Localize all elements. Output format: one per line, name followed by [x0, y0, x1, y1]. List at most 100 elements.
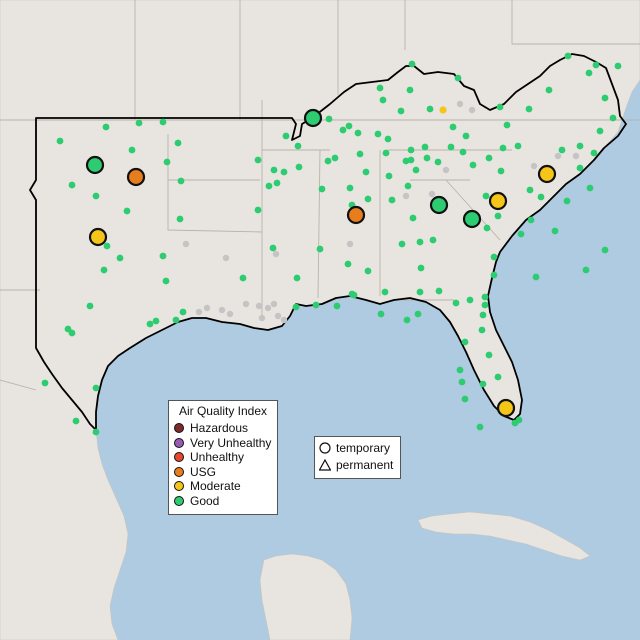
good-monitor-dot[interactable]	[269, 244, 277, 252]
good-monitor-dot[interactable]	[601, 246, 609, 254]
good-monitor-dot[interactable]	[128, 146, 136, 154]
good-monitor-dot[interactable]	[527, 216, 535, 224]
good-monitor-dot[interactable]	[325, 115, 333, 123]
good-monitor-dot[interactable]	[496, 103, 504, 111]
good-monitor-dot[interactable]	[152, 317, 160, 325]
good-monitor-dot[interactable]	[116, 254, 124, 262]
good-monitor-dot[interactable]	[388, 196, 396, 204]
good-monitor-dot[interactable]	[102, 123, 110, 131]
good-monitor-dot[interactable]	[479, 380, 487, 388]
good-monitor-dot[interactable]	[397, 107, 405, 115]
good-monitor-dot[interactable]	[282, 132, 290, 140]
good-monitor-dot[interactable]	[103, 242, 111, 250]
good-monitor-dot[interactable]	[503, 121, 511, 129]
good-monitor-dot[interactable]	[409, 214, 417, 222]
good-monitor-dot[interactable]	[417, 264, 425, 272]
good-monitor-dot[interactable]	[344, 260, 352, 268]
good-monitor-dot[interactable]	[449, 123, 457, 131]
good-monitor-dot[interactable]	[481, 293, 489, 301]
large-monitor-good[interactable]	[462, 209, 482, 229]
good-monitor-dot[interactable]	[459, 148, 467, 156]
good-monitor-dot[interactable]	[86, 302, 94, 310]
good-monitor-dot[interactable]	[514, 142, 522, 150]
good-monitor-dot[interactable]	[376, 84, 384, 92]
good-monitor-dot[interactable]	[159, 118, 167, 126]
good-monitor-dot[interactable]	[447, 143, 455, 151]
good-monitor-dot[interactable]	[517, 230, 525, 238]
good-monitor-dot[interactable]	[476, 423, 484, 431]
good-monitor-dot[interactable]	[537, 193, 545, 201]
good-monitor-dot[interactable]	[273, 179, 281, 187]
good-monitor-dot[interactable]	[292, 303, 300, 311]
good-monitor-dot[interactable]	[423, 154, 431, 162]
good-monitor-dot[interactable]	[414, 310, 422, 318]
good-monitor-dot[interactable]	[123, 207, 131, 215]
good-monitor-dot[interactable]	[456, 366, 464, 374]
good-monitor-dot[interactable]	[379, 96, 387, 104]
good-monitor-dot[interactable]	[356, 150, 364, 158]
good-monitor-dot[interactable]	[364, 195, 372, 203]
good-monitor-dot[interactable]	[564, 52, 572, 60]
good-monitor-dot[interactable]	[592, 61, 600, 69]
good-monitor-dot[interactable]	[558, 146, 566, 154]
good-monitor-dot[interactable]	[585, 69, 593, 77]
good-monitor-dot[interactable]	[481, 301, 489, 309]
large-monitor-usg[interactable]	[346, 205, 366, 225]
good-monitor-dot[interactable]	[469, 161, 477, 169]
good-monitor-dot[interactable]	[68, 181, 76, 189]
good-monitor-dot[interactable]	[434, 158, 442, 166]
good-monitor-dot[interactable]	[146, 320, 154, 328]
good-monitor-dot[interactable]	[551, 227, 559, 235]
good-monitor-dot[interactable]	[490, 271, 498, 279]
good-monitor-dot[interactable]	[179, 308, 187, 316]
good-monitor-dot[interactable]	[614, 62, 622, 70]
large-monitor-usg[interactable]	[126, 167, 146, 187]
good-monitor-dot[interactable]	[402, 157, 410, 165]
good-monitor-dot[interactable]	[72, 417, 80, 425]
good-monitor-dot[interactable]	[270, 166, 278, 174]
good-monitor-dot[interactable]	[162, 277, 170, 285]
good-monitor-dot[interactable]	[254, 156, 262, 164]
good-monitor-dot[interactable]	[485, 351, 493, 359]
good-monitor-dot[interactable]	[163, 158, 171, 166]
good-monitor-dot[interactable]	[576, 142, 584, 150]
good-monitor-dot[interactable]	[483, 224, 491, 232]
good-monitor-dot[interactable]	[333, 302, 341, 310]
good-monitor-dot[interactable]	[458, 378, 466, 386]
good-monitor-dot[interactable]	[515, 416, 523, 424]
good-monitor-dot[interactable]	[482, 192, 490, 200]
large-monitor-good[interactable]	[85, 155, 105, 175]
good-monitor-dot[interactable]	[364, 267, 372, 275]
good-monitor-dot[interactable]	[348, 290, 356, 298]
good-monitor-dot[interactable]	[385, 172, 393, 180]
good-monitor-dot[interactable]	[41, 379, 49, 387]
good-monitor-dot[interactable]	[265, 182, 273, 190]
good-monitor-dot[interactable]	[92, 428, 100, 436]
good-monitor-dot[interactable]	[377, 310, 385, 318]
good-monitor-dot[interactable]	[384, 135, 392, 143]
good-monitor-dot[interactable]	[318, 185, 326, 193]
good-monitor-dot[interactable]	[462, 132, 470, 140]
good-monitor-dot[interactable]	[407, 146, 415, 154]
good-monitor-dot[interactable]	[494, 373, 502, 381]
good-monitor-dot[interactable]	[374, 130, 382, 138]
good-monitor-dot[interactable]	[576, 164, 584, 172]
good-monitor-dot[interactable]	[403, 316, 411, 324]
good-monitor-dot[interactable]	[461, 338, 469, 346]
good-monitor-dot[interactable]	[100, 266, 108, 274]
good-monitor-dot[interactable]	[295, 163, 303, 171]
large-monitor-good[interactable]	[429, 195, 449, 215]
good-monitor-dot[interactable]	[461, 395, 469, 403]
good-monitor-dot[interactable]	[56, 137, 64, 145]
good-monitor-dot[interactable]	[382, 149, 390, 157]
good-monitor-dot[interactable]	[421, 143, 429, 151]
good-monitor-dot[interactable]	[494, 212, 502, 220]
good-monitor-dot[interactable]	[345, 122, 353, 130]
good-monitor-dot[interactable]	[545, 86, 553, 94]
good-monitor-dot[interactable]	[586, 184, 594, 192]
good-monitor-dot[interactable]	[426, 105, 434, 113]
good-monitor-dot[interactable]	[563, 197, 571, 205]
good-monitor-dot[interactable]	[324, 157, 332, 165]
good-monitor-dot[interactable]	[177, 177, 185, 185]
